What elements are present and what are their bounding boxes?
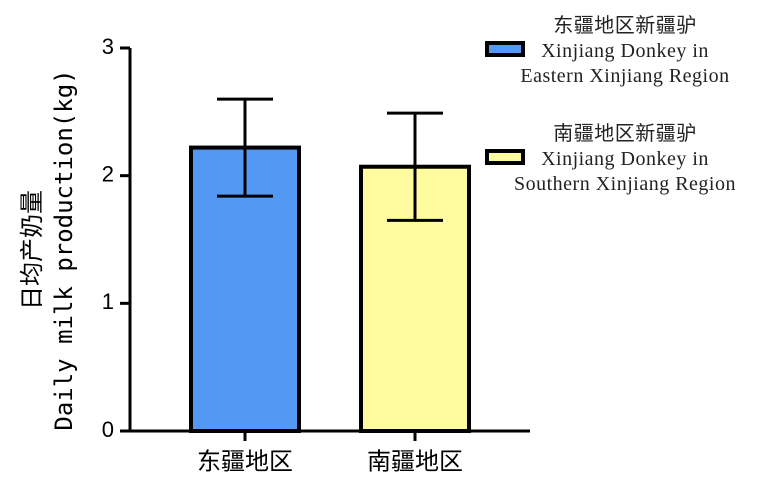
y-tick-label: 2	[102, 161, 114, 186]
legend-label: 东疆地区新疆驴 Xinjiang Donkey in Eastern Xinji…	[520, 15, 730, 87]
x-tick-label: 南疆地区	[367, 448, 463, 475]
y-tick-label: 3	[102, 34, 114, 59]
legend-swatch	[485, 41, 525, 57]
y-tick-label: 0	[102, 417, 114, 442]
legend-label: 南疆地区新疆驴 Xinjiang Donkey in Southern Xinj…	[514, 123, 736, 195]
x-tick-label: 东疆地区	[197, 448, 293, 475]
legend-swatch	[485, 149, 525, 165]
y-axis-label: 日均产奶量 Daily milk production(kg)	[18, 69, 78, 431]
y-tick-label: 1	[102, 289, 114, 314]
